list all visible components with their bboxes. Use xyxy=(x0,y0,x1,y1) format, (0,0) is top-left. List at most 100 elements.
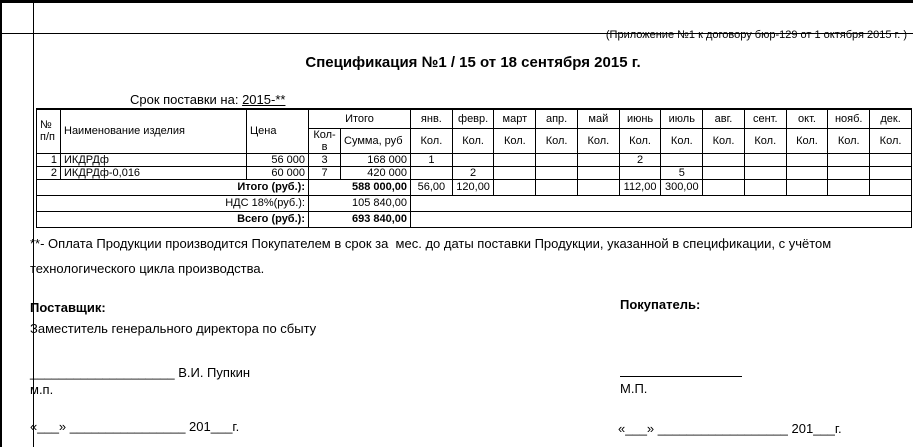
col-header-num: № п/п xyxy=(36,108,61,154)
page-top-border xyxy=(0,0,913,3)
col-header-price: Цена xyxy=(246,108,309,154)
item-month-qty xyxy=(576,152,620,167)
itogo-row: Итого (руб.): 588 000,00 56,00 120,00 112,00… xyxy=(36,178,912,196)
itogo-month-value xyxy=(576,178,620,196)
col-subheader-qty: Кол. xyxy=(410,127,453,154)
col-header-month: июль xyxy=(660,108,704,129)
payment-footnote: **- Оплата Продукции производится Покупа… xyxy=(30,236,835,276)
col-header-month: сент. xyxy=(743,108,787,129)
col-subheader-qty: Кол. xyxy=(535,127,578,154)
col-subheader-qty: Кол. xyxy=(743,127,787,154)
itogo-month-value xyxy=(869,178,912,196)
item-qty: 3 xyxy=(308,152,341,167)
item-month-qty: 2 xyxy=(618,152,662,167)
nds-row: НДС 18%(руб.): 105 840,00 xyxy=(36,194,912,212)
itogo-month-value xyxy=(702,178,745,196)
buyer-label: Покупатель: xyxy=(620,297,701,312)
supplier-seal-label: м.п. xyxy=(30,382,54,397)
itogo-month-value xyxy=(493,178,537,196)
buyer-date-line: «___» __________________ 201___г. xyxy=(618,421,842,436)
item-month-qty: 5 xyxy=(660,165,704,180)
supplier-label: Поставщик: xyxy=(30,300,106,315)
specification-table: № п/п Наименование изделия Цена Итого янв. фе… xyxy=(36,108,912,228)
itogo-month-value xyxy=(743,178,787,196)
margin-horizontal-line xyxy=(0,33,913,34)
item-month-qty xyxy=(743,165,787,180)
vsego-row: Всего (руб.): 693 840,00 xyxy=(36,210,912,228)
itogo-label: Итого (руб.): xyxy=(36,178,309,196)
item-month-qty xyxy=(618,165,662,180)
item-num: 1 xyxy=(36,152,61,167)
item-month-qty xyxy=(827,152,871,167)
item-month-qty xyxy=(535,165,578,180)
item-month-qty xyxy=(702,165,745,180)
specification-table-body: 1 ИКДРДф 56 000 3 168 000 1 2 2 ИКДРДф-0,016 60 0… xyxy=(36,152,912,228)
col-subheader-qty: Кол. xyxy=(451,127,495,154)
specification-table-head: № п/п Наименование изделия Цена Итого янв. фе… xyxy=(36,108,912,154)
item-month-qty xyxy=(702,152,745,167)
col-subheader-qty: Кол. xyxy=(493,127,537,154)
itogo-value: 588 000,00 xyxy=(307,178,412,196)
nds-value: 105 840,00 xyxy=(307,194,412,212)
item-month-qty xyxy=(743,152,787,167)
item-name: ИКДРДф-0,016 xyxy=(60,165,247,180)
item-month-qty: 2 xyxy=(451,165,495,180)
itogo-month-value: 112,00 xyxy=(618,178,662,196)
col-header-month: апр. xyxy=(535,108,578,129)
item-month-qty xyxy=(493,152,537,167)
vsego-label: Всего (руб.): xyxy=(36,210,309,228)
supplier-date-line: «___» ________________ 201___г. xyxy=(30,419,240,434)
item-month-qty xyxy=(451,152,495,167)
item-num: 2 xyxy=(36,165,61,180)
itogo-month-value: 120,00 xyxy=(451,178,495,196)
col-subheader-qty: Кол. xyxy=(869,127,912,154)
delivery-term-label: Срок поставки на: xyxy=(130,92,239,107)
col-header-month: июнь xyxy=(618,108,662,129)
item-month-qty xyxy=(660,152,704,167)
col-header-month: янв. xyxy=(410,108,453,129)
item-month-qty xyxy=(493,165,537,180)
item-month-qty xyxy=(576,165,620,180)
filler-cell xyxy=(410,210,912,228)
supplier-position: Заместитель генерального директора по сб… xyxy=(30,321,317,336)
supplier-signature-line: ____________________ В.И. Пупкин xyxy=(30,365,251,380)
supplier-block: Поставщик: Заместитель генерального дире… xyxy=(30,297,316,339)
filler-cell xyxy=(410,194,912,212)
col-header-month: авг. xyxy=(702,108,745,129)
itogo-month-value: 56,00 xyxy=(410,178,453,196)
delivery-term-value: 2015-** xyxy=(242,92,286,107)
annex-note: (Приложение №1 к договору бюр-129 от 1 о… xyxy=(605,29,907,41)
col-subheader-qty: Кол. xyxy=(785,127,829,154)
col-header-total-group: Итого xyxy=(307,108,412,129)
buyer-signature-line xyxy=(620,361,742,377)
item-month-qty xyxy=(535,152,578,167)
page-left-border xyxy=(0,0,2,447)
delivery-term: Срок поставки на: 2015-** xyxy=(130,92,285,107)
item-month-qty xyxy=(785,152,829,167)
col-header-sum: Сумма, руб xyxy=(339,127,412,154)
col-header-month: май xyxy=(576,108,620,129)
col-subheader-qty: Кол. xyxy=(660,127,704,154)
col-subheader-qty: Кол. xyxy=(576,127,620,154)
buyer-signature-block: М.П. xyxy=(620,361,742,396)
item-price: 56 000 xyxy=(246,152,309,167)
item-sum: 168 000 xyxy=(339,152,412,167)
item-month-qty: 1 xyxy=(410,152,453,167)
col-subheader-qty: Кол. xyxy=(702,127,745,154)
nds-label: НДС 18%(руб.): xyxy=(36,194,309,212)
col-header-name: Наименование изделия xyxy=(60,108,247,154)
item-qty: 7 xyxy=(308,165,341,180)
item-month-qty xyxy=(827,165,871,180)
buyer-seal-label: М.П. xyxy=(620,381,648,396)
itogo-month-value xyxy=(827,178,871,196)
col-header-month: февр. xyxy=(451,108,495,129)
col-subheader-qty: Кол. xyxy=(618,127,662,154)
item-month-qty xyxy=(410,165,453,180)
col-subheader-qty: Кол. xyxy=(827,127,871,154)
col-header-month: нояб. xyxy=(827,108,871,129)
item-month-qty xyxy=(869,165,912,180)
item-sum: 420 000 xyxy=(339,165,412,180)
col-header-month: март xyxy=(493,108,537,129)
col-header-qty: Кол-в xyxy=(308,127,341,154)
item-price: 60 000 xyxy=(246,165,309,180)
